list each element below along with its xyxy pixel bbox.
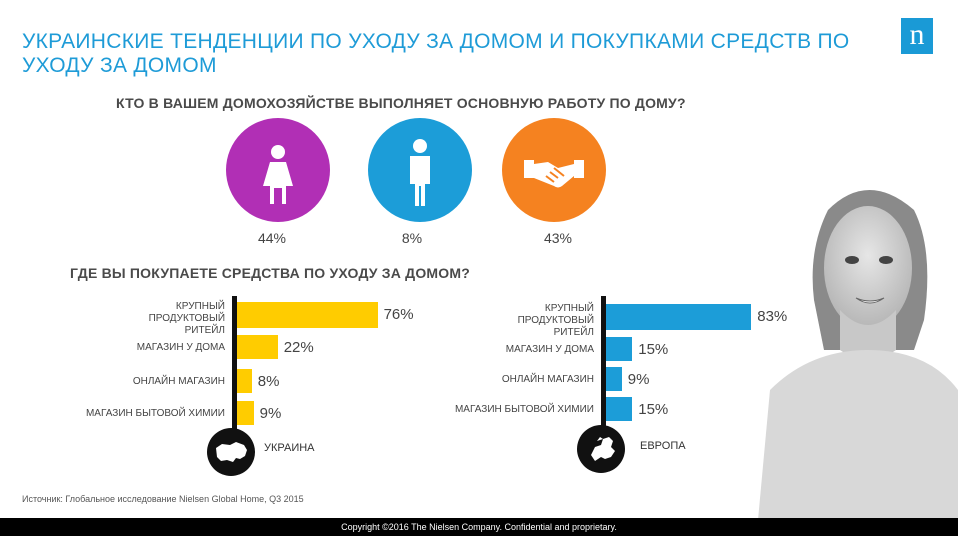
ukraine-badge [207,428,255,476]
ukraine-value-label: 22% [283,339,314,356]
europe-category-label: КРУПНЫЙ ПРОДУКТОВЫЙ РИТЕЙЛ [517,303,594,338]
question-who: КТО В ВАШЕМ ДОМОХОЗЯЙСТВЕ ВЫПОЛНЯЕТ ОСНО… [116,95,686,111]
man-icon [410,139,430,206]
page-title: УКРАИНСКИЕ ТЕНДЕНЦИИ ПО УХОДУ ЗА ДОМОМ И… [22,30,850,77]
ukraine-bar [237,335,278,359]
ukraine-value-label: 76% [383,306,414,323]
question-where: ГДЕ ВЫ ПОКУПАЕТЕ СРЕДСТВА ПО УХОДУ ЗА ДО… [70,265,471,281]
nielsen-logo: n [901,18,933,54]
europe-category-label: МАГАЗИН У ДОМА [505,344,594,355]
ukraine-bar [237,401,254,425]
ukraine-axis-line [232,296,237,436]
woman-photo [758,190,958,518]
europe-bar [606,337,633,361]
ukraine-value-label: 9% [259,405,282,422]
ukraine-label: УКРАИНА [264,442,315,454]
europe-value-label: 83% [757,308,788,325]
europe-bar [606,397,633,421]
ukraine-map-icon [216,442,247,462]
europe-bar [606,367,622,391]
man-circle [368,118,472,222]
europe-map-icon [591,437,615,461]
handshake-percent: 43% [543,230,573,246]
ukraine-value-label: 8% [257,373,280,390]
ukraine-bar [237,302,378,328]
handshake-icon [524,160,584,188]
europe-category-label: ОНЛАЙН МАГАЗИН [501,374,594,385]
woman-icon [263,145,293,204]
europe-bar [606,304,752,330]
ukraine-bar [237,369,252,393]
ukraine-category-label: КРУПНЫЙ ПРОДУКТОВЫЙ РИТЕЙЛ [148,301,225,336]
europe-value-label: 15% [638,341,669,358]
ukraine-category-label: МАГАЗИН БЫТОВОЙ ХИМИИ [85,408,225,419]
europe-badge [577,425,625,473]
europe-label: ЕВРОПА [640,440,686,452]
ukraine-category-label: МАГАЗИН У ДОМА [136,342,225,353]
woman-percent: 44% [257,230,287,246]
europe-axis-line [601,296,606,436]
europe-value-label: 15% [638,401,669,418]
europe-value-label: 9% [627,371,650,388]
europe-category-label: МАГАЗИН БЫТОВОЙ ХИМИИ [454,404,594,415]
source-note: Источник: Глобальное исследование Nielse… [22,494,304,504]
handshake-circle [502,118,606,222]
copyright-footer: Copyright ©2016 The Nielsen Company. Con… [0,518,958,536]
woman-circle [226,118,330,222]
ukraine-category-label: ОНЛАЙН МАГАЗИН [132,376,225,387]
man-percent: 8% [401,230,423,246]
